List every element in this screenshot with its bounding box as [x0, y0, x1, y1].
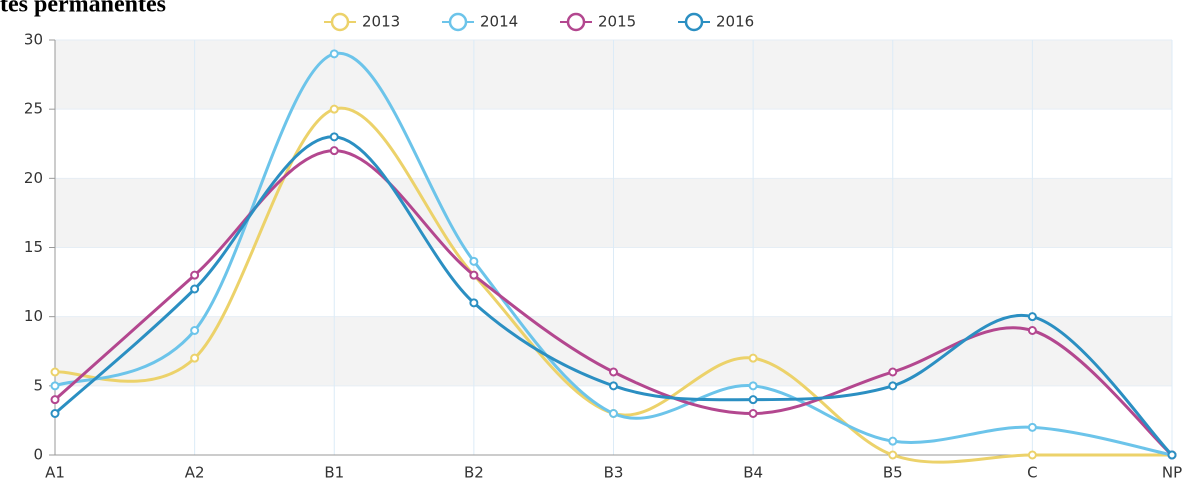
data-point	[469, 270, 479, 280]
series-line	[54, 135, 1174, 457]
data-point	[329, 132, 339, 142]
data-point	[1027, 326, 1037, 335]
data-point	[50, 367, 60, 377]
x-tick-label: NP	[1162, 464, 1182, 482]
y-tick-label: 0	[33, 446, 43, 464]
y-tick-label: 15	[24, 238, 43, 256]
data-point	[50, 381, 60, 391]
data-point	[748, 353, 758, 363]
data-point	[190, 353, 200, 363]
x-tick-label: A1	[45, 464, 65, 482]
y-tick-label: 5	[33, 376, 43, 394]
series-line	[54, 106, 1172, 464]
chart-title: tes permanentes	[0, 0, 166, 18]
data-point	[748, 409, 758, 418]
x-tick-label: B3	[604, 464, 624, 482]
x-tick-label: B1	[324, 464, 344, 482]
series-line	[54, 149, 1173, 457]
data-point	[888, 367, 898, 377]
data-point	[609, 367, 618, 377]
data-point	[609, 409, 618, 418]
data-point	[609, 381, 618, 391]
x-tick-label: C	[1027, 464, 1037, 482]
data-point	[329, 49, 339, 59]
legend-marker	[448, 12, 468, 32]
data-point	[748, 395, 758, 405]
data-point	[329, 104, 339, 114]
legend-marker	[684, 12, 704, 32]
data-point	[1167, 450, 1177, 460]
x-tick-label: A2	[185, 464, 205, 482]
y-tick-label: 20	[24, 169, 43, 187]
data-point	[190, 270, 200, 280]
data-point	[888, 381, 898, 391]
data-point	[50, 409, 60, 418]
legend-label: 2014	[480, 13, 518, 31]
data-point	[329, 146, 339, 156]
data-point	[1027, 422, 1037, 432]
legend-label: 2015	[598, 13, 636, 31]
data-point	[888, 436, 898, 446]
legend-marker	[566, 12, 586, 32]
y-tick-label: 30	[24, 31, 43, 49]
y-tick-label: 25	[24, 100, 43, 118]
legend-label: 2013	[362, 13, 400, 31]
legend-marker	[330, 12, 350, 32]
y-tick-label: 10	[24, 307, 43, 325]
data-point	[748, 381, 758, 391]
data-point	[469, 256, 479, 266]
data-point	[190, 326, 200, 335]
x-tick-label: B5	[883, 464, 903, 482]
data-point	[50, 395, 60, 405]
data-point	[888, 450, 898, 460]
data-point	[469, 298, 479, 308]
x-tick-label: B2	[464, 464, 484, 482]
data-point	[1027, 450, 1037, 460]
data-point	[1027, 312, 1037, 322]
series-line	[54, 51, 1173, 457]
data-point	[190, 284, 200, 294]
legend-label: 2016	[716, 13, 754, 31]
x-tick-label: B4	[743, 464, 763, 482]
